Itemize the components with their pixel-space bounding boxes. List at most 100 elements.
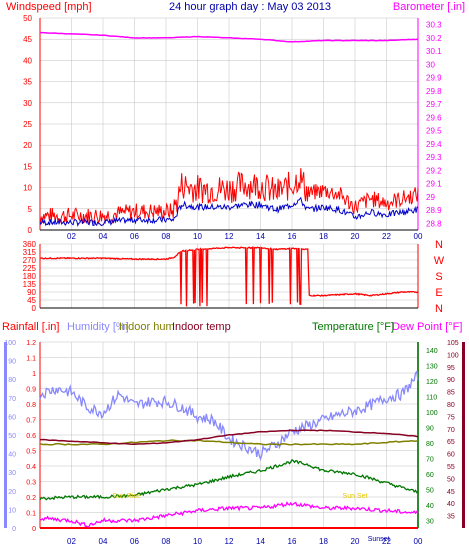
baro-tick-label: 29 [426,193,435,202]
dewpoint-tick-label: 45 [447,489,455,496]
windspeed-series-line [39,168,419,225]
wind-tick-label: 35 [23,78,32,87]
dewpoint-tick-label: 100 [447,352,459,359]
temp-tick-label: 50 [426,487,434,494]
time-tick-label: 08 [162,232,171,241]
dir-tick-label: 360 [23,240,37,249]
chart-title: 24 hour graph day : May 03 2013 [169,1,331,13]
dewpoint-tick-label: 35 [447,514,455,521]
rain-tick-label: 0.2 [26,495,36,502]
barometer-series-line [40,31,419,43]
legend-indoor-hum: Indoor hum [119,321,175,333]
humidity-tick-label: 100 [4,340,16,347]
baro-tick-label: 29.2 [426,166,442,175]
env-time-tick-label: 10 [193,537,202,546]
wind-tick-label: 40 [23,56,32,65]
legend-humidity: Humidity [%] [67,321,129,333]
baro-tick-label: 28.8 [426,219,442,228]
wind-tick-label: 5 [28,205,33,214]
barometer-axis-label: Barometer [.in] [393,1,465,13]
dewpoint-tick-label: 80 [447,402,455,409]
rain-tick-label: 0.3 [26,480,36,487]
wind-tick-label: 10 [23,184,32,193]
legend-temperature: Temperature [°F] [312,321,394,333]
rain-tick-label: 1.1 [26,356,36,363]
rain-tick-label: 1 [32,371,36,378]
baro-tick-label: 30.2 [426,34,442,43]
compass-label: N [435,303,443,315]
compass-label: N [435,239,443,251]
time-tick-label: 04 [99,232,108,241]
dir-tick-label: 315 [23,248,37,257]
humidity-tick-label: 30 [8,470,16,477]
humidity-tick-label: 80 [8,377,16,384]
baro-tick-label: 29.1 [426,180,442,189]
env-time-tick-label: 22 [382,537,391,546]
dewpoint-tick-label: 70 [447,427,455,434]
baro-tick-label: 29.7 [426,100,442,109]
temp-tick-label: 130 [426,363,438,370]
sunset-annotation: Sun Set [343,493,368,500]
dewpoint-tick-label: 50 [447,476,455,483]
temp-tick-label: 110 [426,394,437,401]
rain-tick-label: 0.1 [26,511,36,518]
compass-label: W [434,255,445,267]
humidity-tick-label: 20 [8,489,16,496]
rain-tick-label: 0.6 [26,433,36,440]
temp-tick-label: 140 [426,348,438,355]
dir-tick-label: 135 [23,280,37,289]
dewpoint-tick-label: 90 [447,377,455,384]
legend-rainfall: Rainfall [.in] [2,321,59,333]
time-tick-label: 00 [414,232,423,241]
temp-tick-label: 90 [426,425,434,432]
baro-tick-label: 29.9 [426,74,442,83]
indoor-temp-series-line [39,429,419,446]
env-time-tick-label: 00 [414,537,423,546]
baro-tick-label: 29.5 [426,127,442,136]
humidity-tick-label: 60 [8,414,16,421]
sunset-time-annotation: Sunset [368,536,390,543]
humidity-axis-bar [4,342,7,528]
dir-tick-label: 225 [23,264,37,273]
dewpoint-series-line [39,501,419,528]
legend-dewpoint: Dew Point [°F] [392,321,462,333]
temp-tick-label: 40 [426,503,434,510]
time-tick-label: 14 [256,232,265,241]
wind-tick-label: 20 [23,141,32,150]
dir-tick-label: 0 [32,304,37,313]
env-time-tick-label: 14 [256,537,265,546]
humidity-series-line [39,370,419,461]
time-tick-label: 12 [225,232,234,241]
time-tick-label: 02 [67,232,76,241]
env-time-tick-label: 16 [288,537,297,546]
dir-tick-label: 270 [23,256,37,265]
rain-tick-label: 0.4 [26,464,36,471]
dewpoint-tick-label: 105 [447,340,459,347]
env-time-tick-label: 18 [319,537,328,546]
baro-tick-label: 30 [426,60,435,69]
baro-tick-label: 29.6 [426,113,442,122]
baro-tick-label: 28.9 [426,206,442,215]
humidity-tick-label: 50 [8,433,16,440]
baro-tick-label: 30.3 [426,21,442,30]
env-time-tick-label: 06 [130,537,139,546]
baro-tick-label: 29.3 [426,153,442,162]
temp-tick-label: 30 [426,518,434,525]
baro-tick-label: 29.4 [426,140,442,149]
humidity-tick-label: 90 [8,359,16,366]
time-tick-label: 16 [288,232,297,241]
temp-tick-label: 80 [426,441,434,448]
rain-tick-label: 1.2 [26,340,36,347]
humidity-tick-label: 10 [8,507,16,514]
wind-tick-label: 50 [23,14,32,23]
env-time-tick-label: 20 [351,537,360,546]
dewpoint-tick-label: 75 [447,414,455,421]
time-tick-label: 10 [193,232,202,241]
dir-tick-label: 45 [27,296,36,305]
dewpoint-tick-label: 40 [447,501,455,508]
wind-tick-label: 15 [23,162,32,171]
humidity-tick-label: 40 [8,452,16,459]
rain-tick-label: 0.5 [26,449,36,456]
